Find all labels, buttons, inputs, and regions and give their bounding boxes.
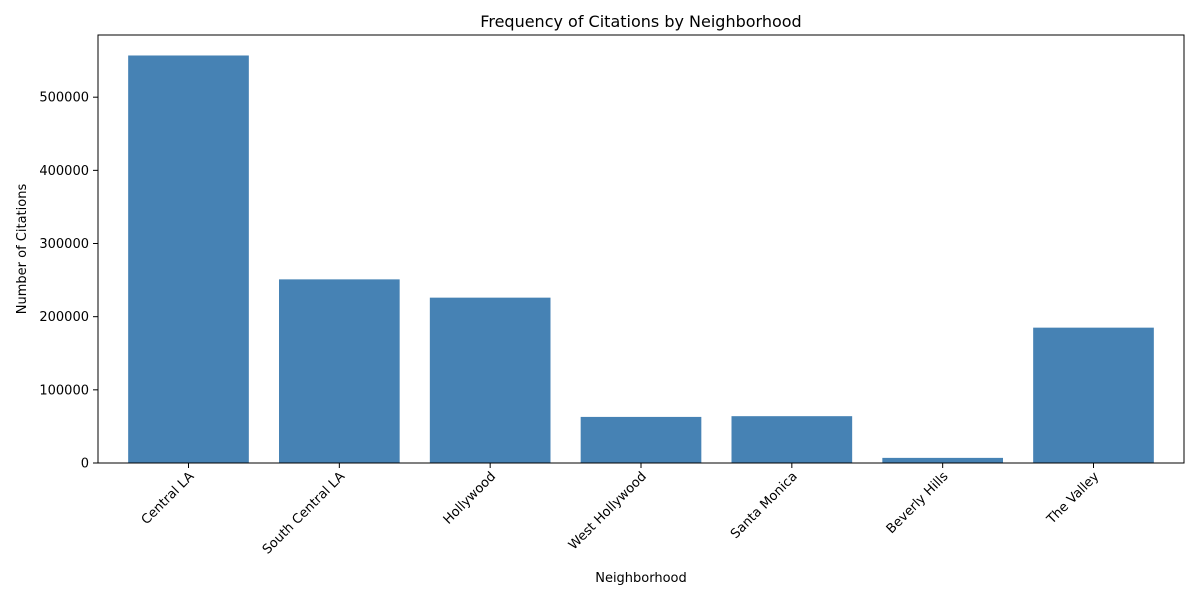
y-axis-ticks: 0 100000 200000 300000 400000 500000 <box>39 91 98 472</box>
bar-hollywood <box>429 297 551 463</box>
bar-west-hollywood <box>580 416 702 463</box>
bar-santa-monica <box>731 416 853 463</box>
chart-title: Frequency of Citations by Neighborhood <box>480 12 801 31</box>
bar-south-central-la <box>279 279 400 463</box>
y-tick-label: 0 <box>81 457 89 472</box>
x-tick-label: Beverly Hills <box>884 469 952 537</box>
bar-beverly-hills <box>882 457 1003 463</box>
x-tick-label: Hollywood <box>441 469 499 527</box>
bar-central-la <box>128 55 249 463</box>
bar-the-valley <box>1033 327 1154 463</box>
x-tick-label: Central LA <box>139 469 198 528</box>
y-axis-title: Number of Citations <box>15 184 30 315</box>
x-tick-label: South Central LA <box>260 469 348 557</box>
y-tick-label: 100000 <box>39 383 89 398</box>
x-tick-label: West Hollywood <box>566 469 650 553</box>
y-tick-label: 500000 <box>39 91 89 106</box>
x-tick-label: The Valley <box>1044 469 1103 528</box>
plot-frame <box>97 34 1185 464</box>
x-axis-title: Neighborhood <box>595 571 687 586</box>
x-axis-ticks: Central LA South Central LA Hollywood West … <box>139 463 1103 557</box>
y-tick-label: 400000 <box>39 164 89 179</box>
bars-group <box>128 55 1154 463</box>
y-tick-label: 300000 <box>39 237 89 252</box>
y-tick-label: 200000 <box>39 310 89 325</box>
x-tick-label: Santa Monica <box>728 469 801 542</box>
